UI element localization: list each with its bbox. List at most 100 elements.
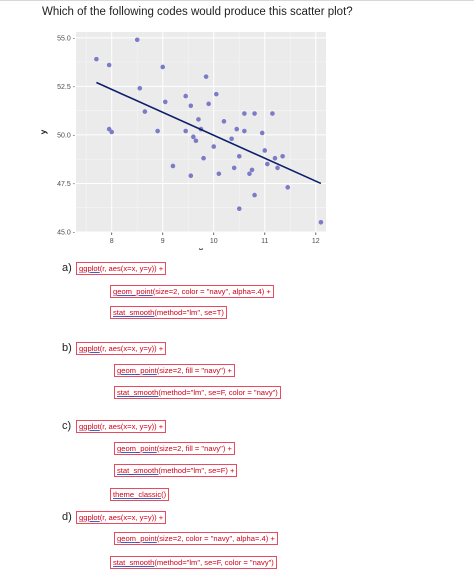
function-args: (size=2, fill = "navy") +: [156, 366, 232, 375]
function-name: stat_smooth: [117, 466, 159, 475]
code-line: stat_smooth(method="lm", se=F, color = "…: [114, 386, 281, 399]
function-name: ggplot: [79, 513, 100, 522]
data-point: [275, 165, 280, 171]
option-letter: c): [62, 420, 72, 432]
regression-line: [96, 81, 322, 185]
x-tick-label: 9: [161, 238, 165, 245]
data-point: [285, 185, 291, 190]
data-point: [242, 128, 247, 134]
data-point: [318, 219, 324, 225]
code-line: stat_smooth(method="lm", se=F) +: [114, 464, 238, 477]
function-args: (method="lm", se=T): [154, 308, 224, 317]
x-tick-label: 10: [210, 238, 218, 245]
data-point: [262, 148, 268, 153]
data-point: [216, 171, 222, 177]
data-point: [162, 99, 168, 105]
data-point: [106, 62, 112, 68]
scatter-plot: 8 9 10 11 12 45.0 - 47.5 - 50.0 - 52.5 - 55.0 - x y: [38, 32, 326, 250]
data-point: [183, 128, 188, 134]
data-point: [249, 167, 255, 173]
x-tick-label: 12: [312, 238, 320, 245]
function-args: (method="lm", se=F, color = "navy"): [154, 558, 274, 567]
x-tick-label: 11: [261, 238, 268, 245]
function-args: (r, aes(x=x, y=y)) +: [99, 513, 164, 522]
data-point: [252, 192, 257, 198]
function-name: geom_point: [113, 287, 153, 296]
function-args: (r, aes(x=x, y=y)) +: [99, 344, 164, 353]
top-divider: [0, 0, 474, 1]
data-point: [206, 101, 211, 107]
function-name: geom_point: [117, 366, 157, 375]
y-tick-label: 55.0 -: [57, 35, 76, 42]
data-point: [280, 153, 285, 159]
code-line: ggplot(r, aes(x=x, y=y)) +: [76, 342, 167, 355]
option-letter: d): [62, 511, 72, 523]
data-point: [170, 163, 176, 169]
y-tick-label: 52.5 -: [57, 84, 76, 91]
y-tick-label: 50.0 -: [57, 132, 76, 139]
option-letter: b): [62, 342, 72, 354]
code-line: ggplot(r, aes(x=x, y=y)) +: [76, 420, 167, 433]
function-args: (size=2, color = "navy", alpha=.4) +: [152, 287, 271, 296]
data-point: [203, 74, 209, 79]
code-line: theme_classic(): [110, 488, 170, 501]
data-point: [214, 91, 219, 97]
data-point: [201, 155, 206, 161]
data-point: [236, 153, 242, 159]
plot-panel: [76, 32, 326, 232]
data-point: [236, 206, 242, 211]
data-point: [160, 64, 166, 70]
data-point: [109, 129, 115, 135]
code-line: geom_point(size=2, fill = "navy") +: [114, 442, 235, 455]
function-name: geom_point: [117, 534, 157, 543]
data-point: [265, 161, 270, 167]
data-point: [242, 111, 247, 116]
x-axis-title: x: [199, 245, 204, 250]
code-line: stat_smooth(method="lm", se=F, color = "…: [110, 556, 277, 569]
code-line: geom_point(size=2, color = "navy", alpha…: [114, 532, 278, 545]
y-tick-label: 47.5 -: [57, 181, 76, 188]
x-tick-label: 8: [110, 238, 114, 245]
function-name: ggplot: [79, 422, 100, 431]
data-point: [247, 171, 252, 177]
data-point: [229, 136, 234, 142]
y-axis-title: y: [38, 129, 48, 134]
data-point: [191, 134, 196, 140]
function-args: (size=2, color = "navy", alpha=.4) +: [156, 534, 275, 543]
function-args: (r, aes(x=x, y=y)) +: [99, 422, 164, 431]
question-text: Which of the following codes would produ…: [42, 6, 353, 18]
function-name: geom_point: [117, 444, 157, 453]
function-name: stat_smooth: [113, 558, 155, 567]
data-point: [142, 109, 148, 114]
data-point: [252, 111, 257, 116]
data-point: [196, 117, 201, 122]
function-name: ggplot: [79, 344, 100, 353]
function-name: ggplot: [79, 264, 100, 273]
code-line: ggplot(r, aes(x=x, y=y)) +: [76, 511, 167, 524]
function-args: (method="lm", se=F) +: [158, 466, 235, 475]
code-line: ggplot(r, aes(x=x, y=y)) +: [76, 262, 167, 275]
data-point: [188, 173, 194, 178]
data-point: [211, 144, 217, 149]
y-tick-label: 45.0 -: [57, 230, 76, 237]
function-args: (size=2, fill = "navy") +: [156, 444, 232, 453]
data-point: [221, 119, 227, 124]
option-letter: a): [62, 262, 72, 274]
data-point: [193, 138, 199, 144]
data-point: [183, 93, 188, 99]
data-point: [134, 37, 140, 43]
code-line: stat_smooth(method="lm", se=T): [110, 306, 227, 319]
function-name: stat_smooth: [117, 388, 159, 397]
function-name: theme_classic: [113, 490, 162, 499]
data-point: [94, 56, 99, 62]
data-point: [188, 103, 194, 109]
data-point: [155, 128, 160, 134]
code-line: geom_point(size=2, fill = "navy") +: [114, 364, 235, 377]
function-args: (): [161, 490, 167, 499]
data-point: [270, 111, 275, 116]
data-point: [259, 130, 265, 136]
data-point: [137, 86, 143, 91]
code-line: geom_point(size=2, color = "navy", alpha…: [110, 285, 274, 298]
data-point: [234, 126, 240, 132]
data-point: [231, 165, 237, 171]
